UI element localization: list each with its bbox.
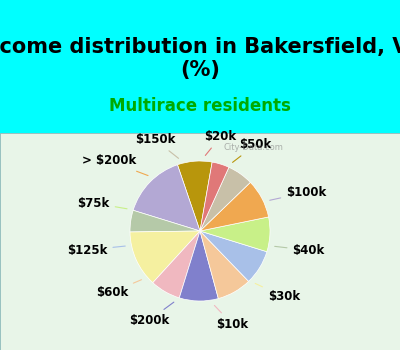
Text: $40k: $40k	[275, 244, 325, 257]
Wedge shape	[200, 231, 267, 281]
Text: Income distribution in Bakersfield, VT
(%): Income distribution in Bakersfield, VT (…	[0, 37, 400, 80]
Text: $150k: $150k	[135, 133, 178, 158]
Text: $10k: $10k	[214, 306, 248, 331]
Text: $30k: $30k	[255, 284, 300, 303]
Wedge shape	[200, 167, 250, 231]
Text: City-Data.com: City-Data.com	[224, 143, 283, 152]
Wedge shape	[200, 217, 270, 252]
Wedge shape	[200, 162, 229, 231]
Wedge shape	[179, 231, 218, 301]
Text: $20k: $20k	[205, 130, 237, 155]
Text: Multirace residents: Multirace residents	[109, 97, 291, 116]
Text: $50k: $50k	[232, 139, 271, 162]
Wedge shape	[200, 231, 249, 299]
Wedge shape	[130, 231, 200, 283]
Wedge shape	[130, 210, 200, 232]
FancyBboxPatch shape	[0, 133, 400, 350]
Text: $200k: $200k	[129, 302, 174, 327]
Text: $125k: $125k	[67, 244, 125, 257]
Text: $60k: $60k	[96, 280, 142, 299]
Text: > $200k: > $200k	[82, 154, 148, 176]
Text: $75k: $75k	[78, 197, 127, 210]
Wedge shape	[153, 231, 200, 298]
Wedge shape	[133, 165, 200, 231]
Wedge shape	[200, 182, 268, 231]
Text: $100k: $100k	[270, 186, 326, 200]
Wedge shape	[178, 161, 212, 231]
